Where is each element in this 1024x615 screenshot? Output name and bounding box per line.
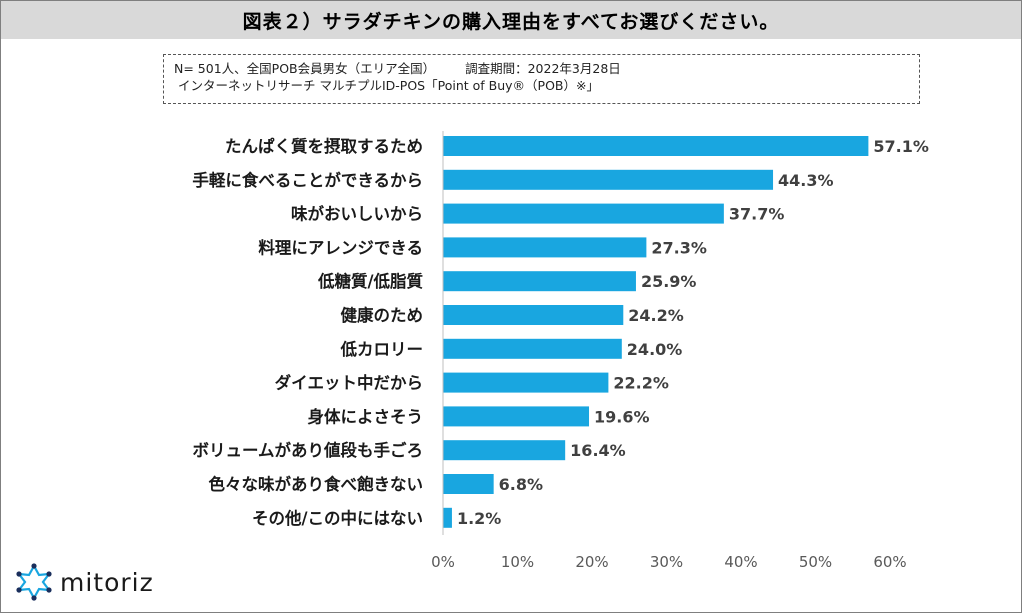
category-label: その他/この中にはない: [252, 508, 423, 528]
category-label: ボリュームがあり値段も手ごろ: [192, 440, 423, 460]
data-label: 57.1%: [873, 137, 929, 156]
data-label: 44.3%: [778, 171, 834, 190]
bar: [443, 169, 774, 190]
bar: [443, 203, 724, 224]
logo-text: mitoriz: [60, 567, 154, 597]
category-label: 健康のため: [341, 305, 424, 325]
title-bar: 図表２）サラダチキンの購入理由をすべてお選びください。: [1, 1, 1021, 39]
data-label: 24.0%: [627, 340, 683, 359]
x-tick-label: 20%: [575, 553, 608, 571]
data-label: 6.8%: [499, 475, 543, 494]
category-label: 低糖質/低脂質: [317, 271, 423, 291]
note-line-1: N= 501人、全国POB会員男女（エリア全国） 調査期間：2022年3月28日: [174, 60, 919, 77]
bar: [443, 474, 494, 494]
bar: [443, 305, 624, 325]
data-label: 27.3%: [651, 238, 707, 257]
bar: [443, 338, 622, 359]
bar: [443, 271, 636, 292]
bar: [443, 507, 452, 528]
category-label: たんぱく質を摂取するため: [225, 136, 423, 156]
chart-title: 図表２）サラダチキンの購入理由をすべてお選びください。: [242, 10, 780, 33]
note-line-2: インターネットリサーチ マルチプルID-POS「Point of Buy®（PO…: [178, 78, 599, 93]
data-label: 25.9%: [641, 272, 697, 291]
data-label: 22.2%: [613, 374, 669, 393]
data-label: 19.6%: [594, 407, 650, 426]
bar: [443, 440, 566, 461]
note-sample: N= 501人、全国POB会員男女（エリア全国）: [174, 61, 436, 76]
x-tick-label: 30%: [650, 553, 683, 571]
bar: [443, 136, 869, 156]
note-period: 調査期間：2022年3月28日: [465, 61, 621, 76]
data-label: 1.2%: [457, 509, 501, 528]
category-label: 身体によさそう: [308, 406, 424, 426]
network-star-icon: [16, 563, 52, 601]
x-tick-label: 50%: [799, 553, 832, 571]
category-label: 手軽に食べることができるから: [192, 170, 423, 190]
x-tick-label: 0%: [431, 553, 455, 571]
x-tick-label: 60%: [873, 553, 906, 571]
x-tick-label: 40%: [724, 553, 757, 571]
bar: [443, 237, 647, 258]
data-label: 37.7%: [729, 205, 785, 224]
category-label: 色々な味があり食べ飽きない: [209, 474, 424, 494]
category-label: 味がおいしいから: [291, 204, 423, 224]
logo: mitoriz: [14, 562, 154, 602]
category-label: ダイエット中だから: [275, 373, 423, 393]
category-label: 低カロリー: [340, 339, 424, 359]
x-tick-label: 10%: [501, 553, 534, 571]
bar: [443, 372, 609, 393]
data-label: 16.4%: [570, 441, 626, 460]
survey-note: N= 501人、全国POB会員男女（エリア全国） 調査期間：2022年3月28日 …: [163, 54, 920, 104]
category-label: 料理にアレンジできる: [258, 237, 423, 257]
bar: [443, 406, 590, 427]
data-label: 24.2%: [628, 306, 684, 325]
